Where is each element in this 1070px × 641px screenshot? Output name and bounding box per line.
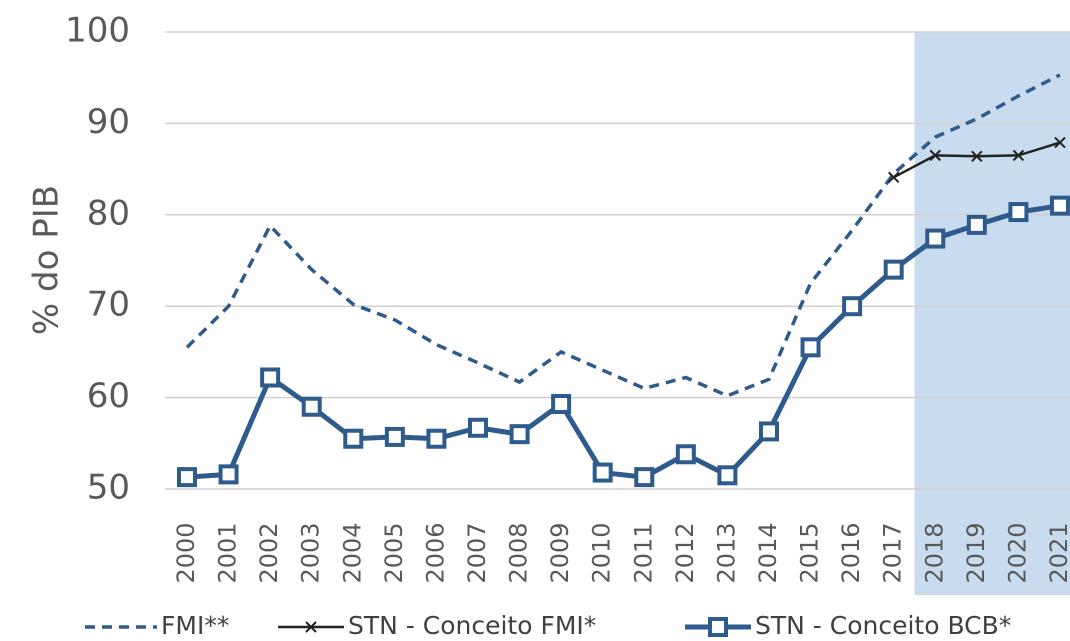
- series: [177, 195, 1070, 488]
- marker: [551, 393, 572, 414]
- marker: [1012, 149, 1025, 162]
- x-tick-label: 2019: [962, 522, 990, 583]
- marker: [467, 417, 488, 438]
- marker: [343, 428, 364, 449]
- legend-marker: [305, 621, 317, 633]
- x-tick-label: 2014: [754, 522, 782, 583]
- x-tick-label: 2017: [879, 522, 907, 583]
- y-tick-label: 100: [65, 11, 130, 51]
- x-tick-label: 2001: [214, 522, 242, 583]
- series-line: [185, 73, 1061, 398]
- y-tick-label: 60: [87, 376, 130, 416]
- marker: [675, 444, 696, 465]
- legend-label: STN - Conceito BCB*: [755, 611, 1011, 640]
- marker: [1008, 202, 1029, 223]
- projection-shade: [914, 32, 1070, 595]
- legend-item: FMI**: [85, 611, 229, 640]
- legend-label: FMI**: [161, 611, 229, 640]
- marker: [800, 337, 821, 358]
- legend-marker: [708, 617, 728, 637]
- marker: [883, 259, 904, 280]
- x-tick-label: 2002: [255, 522, 283, 583]
- marker: [758, 421, 779, 442]
- legend-item: STN - Conceito BCB*: [685, 611, 1011, 640]
- x-tick-label: 2010: [588, 522, 616, 583]
- legend-item: STN - Conceito FMI*: [278, 611, 596, 640]
- x-tick-label: 2006: [421, 522, 449, 583]
- x-tick-label: 2000: [172, 522, 200, 583]
- marker: [218, 464, 239, 485]
- x-tick-label: 2007: [463, 522, 491, 583]
- x-tick-label: 2018: [920, 522, 948, 583]
- marker: [177, 467, 197, 488]
- marker: [260, 367, 281, 388]
- marker: [634, 467, 655, 488]
- x-tick-label: 2021: [1045, 522, 1070, 583]
- legend-label: STN - Conceito FMI*: [348, 611, 596, 640]
- y-tick-label: 50: [87, 468, 130, 508]
- x-tick-label: 2008: [505, 522, 533, 583]
- series-line: [186, 203, 1061, 480]
- marker: [929, 149, 941, 162]
- x-tick-label: 2012: [671, 522, 699, 583]
- marker: [717, 465, 738, 486]
- marker: [842, 296, 863, 317]
- x-tick-label: 2013: [712, 522, 740, 583]
- series: [185, 73, 1061, 398]
- y-tick-label: 70: [87, 285, 130, 325]
- marker: [509, 424, 530, 445]
- y-tick-label: 90: [87, 102, 130, 142]
- marker: [1049, 195, 1070, 216]
- marker: [925, 228, 946, 249]
- x-tick-label: 2020: [1003, 522, 1031, 583]
- x-tick-label: 2009: [546, 522, 574, 583]
- x-tick-label: 2015: [796, 522, 824, 583]
- marker: [971, 150, 983, 163]
- x-tick-label: 2005: [380, 522, 408, 583]
- marker: [426, 428, 447, 449]
- x-tick-label: 2004: [338, 522, 366, 583]
- x-tick-label: 2016: [837, 522, 865, 583]
- series: [887, 136, 1066, 184]
- y-axis-title: % do PIB: [27, 185, 67, 335]
- x-tick-label: 2003: [297, 522, 325, 583]
- marker: [301, 396, 322, 417]
- marker: [887, 171, 900, 184]
- y-tick-label: 80: [87, 193, 130, 233]
- marker: [384, 426, 405, 447]
- marker: [1054, 136, 1066, 149]
- x-tick-label: 2011: [629, 522, 657, 583]
- marker: [966, 214, 987, 235]
- marker: [592, 462, 613, 483]
